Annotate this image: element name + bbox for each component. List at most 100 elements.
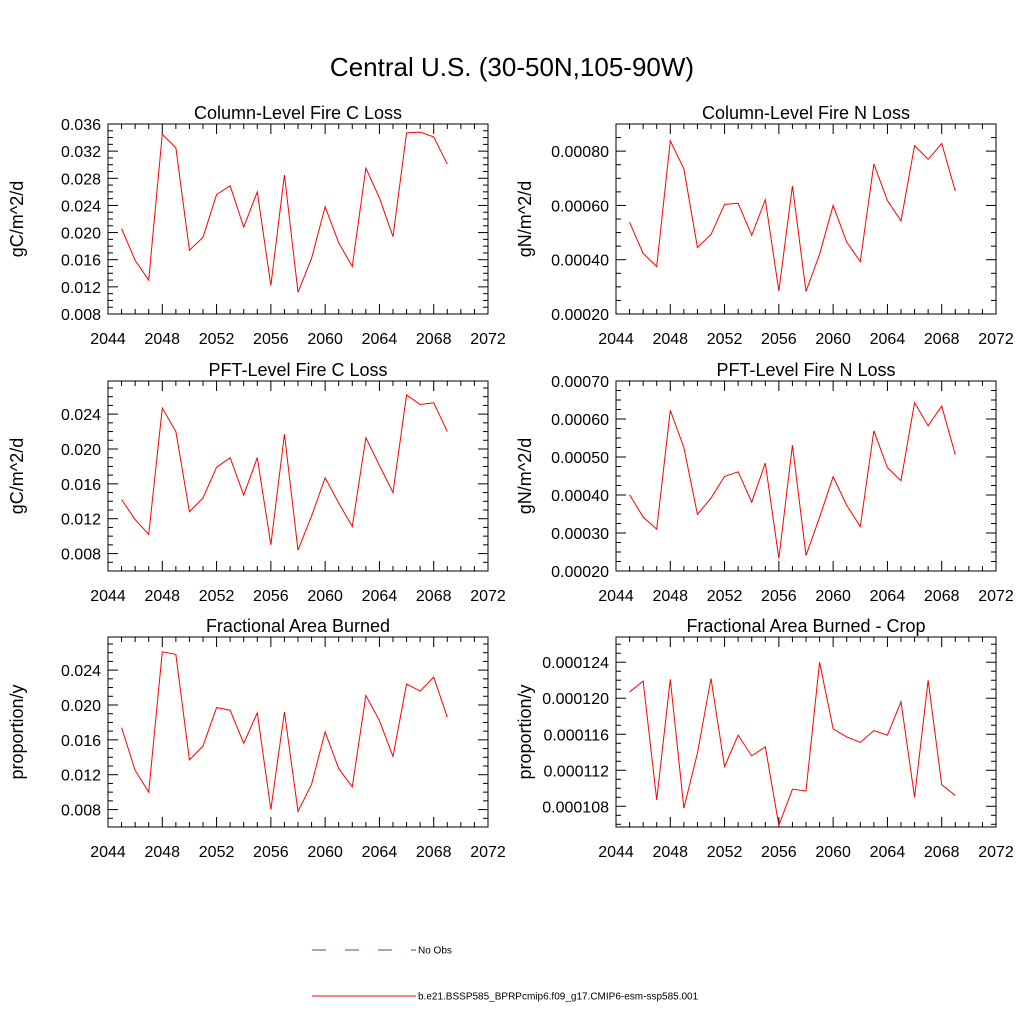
y-tick-label: 0.00030 — [551, 526, 609, 543]
x-tick-label: 2060 — [307, 588, 343, 605]
chart-panel-4: PFT-Level Fire N Loss gN/m^2/d 2044 2048 205… — [515, 360, 1014, 605]
x-tick-label: 2052 — [707, 844, 743, 861]
x-tick-label: 2072 — [978, 331, 1014, 348]
chart-panel-3: PFT-Level Fire C Loss gC/m^2/d 2044 2048 205… — [7, 360, 506, 605]
x-tick-label: 2072 — [470, 331, 506, 348]
x-tick-label: 2056 — [253, 844, 289, 861]
x-tick-label: 2044 — [598, 844, 634, 861]
chart-panel-6: Fractional Area Burned - Crop proportion/… — [515, 616, 1014, 861]
y-tick-label: 0.00020 — [551, 307, 609, 324]
y-tick-label: 0.012 — [61, 768, 101, 785]
chart-title: Column-Level Fire C Loss — [194, 103, 402, 123]
chart-title: PFT-Level Fire C Loss — [208, 360, 387, 380]
y-tick-label: 0.024 — [61, 407, 101, 424]
x-tick-label: 2052 — [199, 588, 235, 605]
x-tick-label: 2064 — [870, 588, 906, 605]
x-tick-label: 2072 — [470, 588, 506, 605]
y-tick-label: 0.036 — [61, 117, 101, 134]
y-tick-label: 0.00040 — [551, 488, 609, 505]
x-tick-label: 2056 — [761, 331, 797, 348]
x-tick-label: 2068 — [416, 331, 452, 348]
y-tick-label: 0.020 — [61, 698, 101, 715]
y-tick-label: 0.00060 — [551, 412, 609, 429]
y-tick-label: 0.016 — [61, 253, 101, 270]
x-tick-label: 2064 — [362, 331, 398, 348]
series-line — [121, 651, 448, 813]
legend-no-obs-label: No Obs — [418, 946, 452, 957]
x-tick-label: 2044 — [598, 588, 634, 605]
y-tick-label: 0.00080 — [551, 144, 609, 161]
y-tick-label: 0.008 — [61, 547, 101, 564]
y-tick-label: 0.032 — [61, 144, 101, 161]
series-line — [629, 139, 956, 292]
x-tick-label: 2052 — [707, 588, 743, 605]
y-axis-label: proportion/y — [515, 684, 535, 779]
chart-title: Fractional Area Burned — [206, 616, 390, 636]
y-tick-label: 0.024 — [61, 663, 101, 680]
x-tick-label: 2044 — [90, 844, 126, 861]
x-tick-label: 2064 — [362, 588, 398, 605]
chart-panel-5: Fractional Area Burned proportion/y 2044 20… — [7, 616, 506, 861]
x-tick-label: 2056 — [253, 588, 289, 605]
y-axis-label: proportion/y — [7, 684, 27, 779]
y-axis-label: gC/m^2/d — [7, 181, 27, 257]
x-tick-label: 2068 — [416, 588, 452, 605]
y-tick-label: 0.00020 — [551, 564, 609, 581]
plot-frame — [615, 123, 997, 315]
x-tick-label: 2052 — [707, 331, 743, 348]
y-tick-label: 0.024 — [61, 198, 101, 215]
series-line — [629, 401, 956, 559]
y-tick-label: 0.012 — [61, 512, 101, 529]
chart-panel-1: Column-Level Fire C Loss gC/m^2/d 2044 2048… — [7, 103, 506, 348]
x-tick-label: 2048 — [652, 588, 688, 605]
x-tick-label: 2060 — [815, 331, 851, 348]
x-tick-label: 2048 — [144, 331, 180, 348]
x-tick-label: 2060 — [307, 844, 343, 861]
x-tick-label: 2064 — [870, 844, 906, 861]
x-tick-label: 2044 — [90, 331, 126, 348]
x-tick-label: 2048 — [652, 844, 688, 861]
y-tick-label: 0.008 — [61, 803, 101, 820]
y-tick-label: 0.000116 — [543, 727, 609, 744]
x-tick-label: 2060 — [815, 588, 851, 605]
x-tick-label: 2064 — [870, 331, 906, 348]
chart-panel-2: Column-Level Fire N Loss gN/m^2/d 2044 2048… — [515, 103, 1014, 348]
y-axis-label: gN/m^2/d — [515, 181, 535, 257]
y-tick-label: 0.00060 — [551, 198, 609, 215]
x-tick-label: 2048 — [144, 588, 180, 605]
chart-title: PFT-Level Fire N Loss — [716, 360, 895, 380]
x-tick-label: 2072 — [978, 844, 1014, 861]
x-tick-label: 2060 — [307, 331, 343, 348]
y-tick-label: 0.020 — [61, 226, 101, 243]
y-tick-label: 0.016 — [61, 477, 101, 494]
x-tick-label: 2056 — [761, 844, 797, 861]
y-axis-label: gC/m^2/d — [7, 438, 27, 514]
x-tick-label: 2044 — [90, 588, 126, 605]
legend-model-label: b.e21.BSSP585_BPRPcmip6.f09_g17.CMIP6-es… — [418, 992, 699, 1003]
x-tick-label: 2060 — [815, 844, 851, 861]
y-tick-label: 0.000124 — [542, 655, 609, 672]
figure-title: Central U.S. (30-50N,105-90W) — [330, 52, 694, 82]
plot-frame — [107, 380, 489, 572]
legend: No Obs b.e21.BSSP585_BPRPcmip6.f09_g17.C… — [312, 946, 699, 1003]
x-tick-label: 2052 — [199, 844, 235, 861]
x-tick-label: 2048 — [652, 331, 688, 348]
y-tick-label: 0.00040 — [551, 253, 609, 270]
x-tick-label: 2044 — [598, 331, 634, 348]
x-tick-label: 2068 — [924, 331, 960, 348]
chart-title: Column-Level Fire N Loss — [702, 103, 910, 123]
plot-frame — [107, 123, 489, 315]
plot-frame — [615, 636, 997, 828]
y-axis-label: gN/m^2/d — [515, 438, 535, 514]
x-tick-label: 2068 — [924, 588, 960, 605]
y-tick-label: 0.008 — [61, 307, 101, 324]
x-tick-label: 2072 — [978, 588, 1014, 605]
x-tick-label: 2056 — [761, 588, 797, 605]
y-tick-label: 0.028 — [61, 171, 101, 188]
y-tick-label: 0.012 — [61, 280, 101, 297]
y-tick-label: 0.000120 — [542, 691, 609, 708]
chart-title: Fractional Area Burned - Crop — [686, 616, 925, 636]
series-line — [629, 662, 956, 828]
x-tick-label: 2064 — [362, 844, 398, 861]
